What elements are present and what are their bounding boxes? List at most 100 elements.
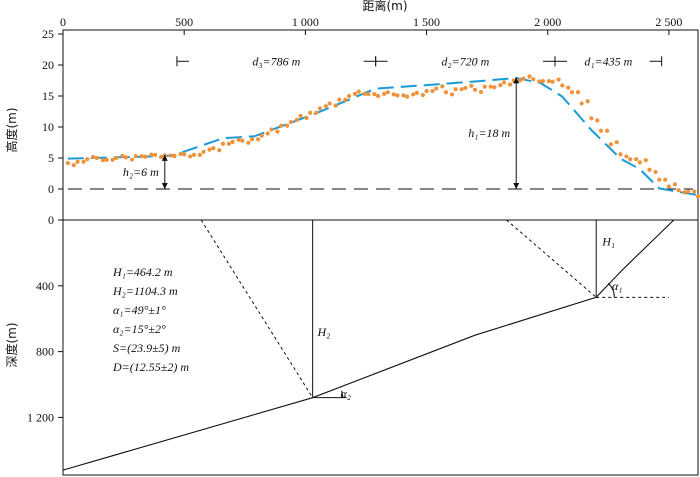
measured-point bbox=[472, 87, 478, 92]
measured-point bbox=[643, 158, 648, 163]
measured-points bbox=[65, 74, 700, 199]
measured-point bbox=[608, 142, 613, 147]
measured-point bbox=[294, 117, 299, 122]
fitted-segments bbox=[67, 76, 699, 197]
measured-point bbox=[188, 154, 193, 159]
measured-point bbox=[375, 93, 381, 99]
measured-point bbox=[414, 90, 419, 95]
measured-point bbox=[502, 80, 507, 85]
y-tick-label: 5 bbox=[48, 151, 54, 165]
measured-point bbox=[508, 82, 513, 87]
measured-point bbox=[537, 79, 542, 84]
measured-point bbox=[114, 155, 119, 161]
measured-point bbox=[217, 148, 222, 153]
span-label: d₃=786 m bbox=[252, 54, 300, 68]
measured-point bbox=[692, 189, 697, 194]
arrowhead-down bbox=[161, 183, 168, 189]
measured-point bbox=[381, 91, 387, 96]
y-tick-label: 1 200 bbox=[27, 410, 54, 424]
y-tick-label: 0 bbox=[48, 182, 54, 196]
measured-point bbox=[236, 137, 241, 142]
measured-point bbox=[589, 116, 594, 121]
measured-point bbox=[356, 89, 361, 94]
fault-profile bbox=[62, 219, 675, 471]
measured-point bbox=[663, 177, 668, 182]
measured-point bbox=[323, 104, 329, 109]
measured-point bbox=[498, 83, 503, 88]
y-tick-label: 0 bbox=[48, 213, 54, 227]
span-label: d₂=720 m bbox=[441, 54, 489, 68]
measured-point bbox=[391, 92, 396, 97]
measured-point bbox=[463, 85, 468, 91]
measured-point bbox=[81, 159, 86, 164]
measured-point bbox=[100, 158, 106, 163]
measured-point bbox=[308, 110, 313, 115]
measured-point bbox=[279, 123, 284, 128]
measured-point bbox=[424, 88, 429, 94]
measured-point bbox=[211, 145, 216, 151]
measured-point bbox=[575, 90, 581, 95]
measured-point bbox=[362, 91, 367, 96]
parameter-item: S=(23.9±5) m bbox=[113, 341, 181, 355]
measured-point bbox=[405, 94, 410, 99]
measured-point bbox=[618, 152, 623, 157]
measured-point bbox=[226, 141, 232, 146]
bottom-panel: 深度(m) 0 400 800 1 200 H₂ H₁ α₁ α₂ H₁=464.2 m H₂… bbox=[4, 213, 699, 476]
construction-line bbox=[506, 219, 597, 298]
measured-point bbox=[201, 149, 206, 154]
measured-point bbox=[110, 157, 115, 162]
measured-point bbox=[129, 157, 135, 162]
measured-point bbox=[372, 92, 377, 97]
measured-point bbox=[346, 93, 352, 99]
parameter-item: D=(12.55±2) m bbox=[112, 360, 189, 374]
alpha1-arc bbox=[607, 282, 615, 298]
measured-point bbox=[197, 152, 202, 157]
measured-point bbox=[298, 113, 303, 118]
construction-line bbox=[200, 219, 314, 398]
x-tick-label: 1 000 bbox=[292, 15, 319, 29]
measured-point bbox=[207, 147, 212, 152]
measured-point bbox=[637, 160, 642, 165]
measured-point bbox=[178, 151, 183, 157]
measured-point bbox=[469, 83, 474, 88]
measured-point bbox=[598, 128, 604, 133]
top-panel: 距离(m) 高度(m) 0 500 1 000 1 500 2 000 2 500 0 5 1… bbox=[4, 0, 700, 221]
x-tick-label: 0 bbox=[60, 15, 66, 29]
construction-lines bbox=[200, 219, 669, 398]
measured-point bbox=[395, 93, 400, 98]
top-y-ticks: 0 5 10 15 20 25 bbox=[42, 27, 63, 196]
measured-point bbox=[634, 157, 639, 162]
measured-point bbox=[94, 155, 100, 161]
measured-point bbox=[85, 157, 90, 162]
profile-label: α₂ bbox=[341, 387, 351, 401]
measured-point bbox=[560, 83, 565, 88]
measured-point bbox=[343, 97, 348, 102]
measured-point bbox=[657, 177, 662, 182]
top-x-axis-title: 距离(m) bbox=[362, 0, 407, 13]
arrowhead-up bbox=[161, 154, 168, 161]
measured-point bbox=[595, 118, 600, 123]
measured-point bbox=[220, 141, 226, 146]
measured-point bbox=[420, 92, 425, 98]
y-tick-label: 15 bbox=[42, 89, 54, 103]
measured-point bbox=[672, 182, 678, 187]
measured-point bbox=[440, 84, 445, 89]
measured-point bbox=[65, 160, 70, 166]
measured-point bbox=[191, 152, 196, 157]
measured-point bbox=[265, 131, 270, 136]
fault-line bbox=[62, 219, 675, 471]
measured-point bbox=[482, 84, 487, 89]
top-y-axis-title: 高度(m) bbox=[4, 107, 19, 152]
measured-point bbox=[269, 127, 274, 132]
x-tick-label: 1 500 bbox=[413, 15, 440, 29]
measured-point bbox=[182, 152, 187, 157]
measured-point bbox=[604, 128, 610, 133]
measured-point bbox=[327, 101, 332, 106]
measured-point bbox=[647, 167, 652, 172]
measured-point bbox=[550, 79, 555, 84]
parameter-item: α₂=15°±2° bbox=[113, 322, 166, 336]
measured-point bbox=[259, 133, 264, 138]
measured-point bbox=[288, 119, 293, 125]
measured-point bbox=[666, 184, 672, 189]
height-label: h₂=6 m bbox=[123, 165, 159, 179]
